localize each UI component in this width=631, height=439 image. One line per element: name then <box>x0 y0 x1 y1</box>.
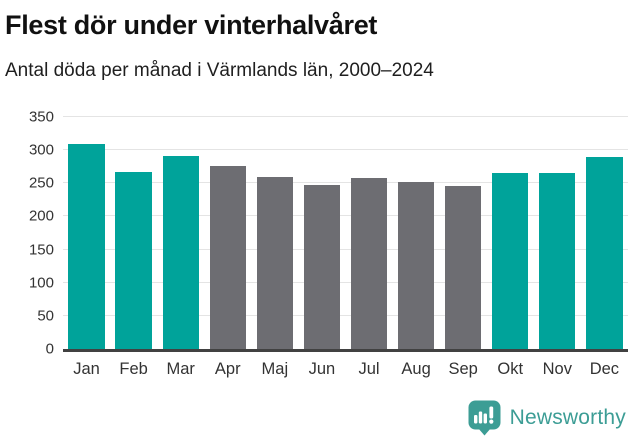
bar-slot <box>204 117 251 349</box>
chart-title: Flest dör under vinterhalvåret <box>5 10 378 40</box>
brand-name: Newsworthy <box>509 406 626 429</box>
bar-jul <box>350 177 388 349</box>
bar-okt <box>492 173 529 349</box>
y-tick-label: 50 <box>37 307 54 325</box>
bar-slot <box>393 117 440 349</box>
x-tick-label: Sep <box>448 360 478 378</box>
x-tick-label: Maj <box>261 360 289 378</box>
bar-slot <box>345 117 392 349</box>
y-axis-tick-labels: 0 50 100 150 200 250 300 350 <box>0 110 54 357</box>
x-tick-label: Jan <box>73 360 100 378</box>
brand-footer: Newsworthy <box>468 400 626 436</box>
bar-slot <box>110 117 157 349</box>
x-tick-label: Feb <box>119 360 148 378</box>
newsworthy-bar-chart-bubble-icon <box>468 400 501 436</box>
y-tick-label: 150 <box>28 241 54 259</box>
bar-slot <box>440 117 487 349</box>
y-tick-label: 0 <box>45 340 54 358</box>
bar-mar <box>162 156 199 349</box>
bar-jan <box>68 143 105 349</box>
x-tick-label: Jul <box>358 360 380 378</box>
bars <box>63 117 628 349</box>
y-tick-label: 250 <box>28 174 54 192</box>
plot-area <box>63 116 628 352</box>
y-tick-label: 100 <box>28 274 54 292</box>
bar-aug <box>397 181 435 349</box>
y-tick-label: 300 <box>28 141 54 159</box>
bar-slot <box>298 117 345 349</box>
gridline <box>63 248 628 250</box>
x-tick-label: Dec <box>589 360 620 378</box>
bar-feb <box>115 172 152 349</box>
bar-slot <box>581 117 628 349</box>
x-tick-label: Aug <box>401 360 431 378</box>
bar-nov <box>539 172 576 349</box>
bar-jun <box>303 184 341 349</box>
bar-slot <box>534 117 581 349</box>
gridline <box>63 281 628 283</box>
gridline <box>63 116 628 117</box>
gridline <box>63 215 628 217</box>
x-tick-label: Nov <box>542 360 572 378</box>
x-tick-label: Okt <box>497 360 524 378</box>
y-tick-label: 350 <box>28 108 54 126</box>
bar-slot <box>251 117 298 349</box>
bar-maj <box>256 177 293 349</box>
bar-dec <box>586 156 623 349</box>
bar-slot <box>487 117 534 349</box>
bar-apr <box>209 166 246 349</box>
x-tick-label: Jun <box>308 360 336 378</box>
bar-sep <box>445 185 482 349</box>
y-tick-label: 200 <box>28 207 54 225</box>
bar-chart: 0 50 100 150 200 250 300 350 Jan Feb Mar Apr Maj Jun… <box>0 110 631 379</box>
x-tick-label: Mar <box>166 360 195 378</box>
gridline <box>63 149 628 151</box>
gridline <box>63 182 628 184</box>
gridline <box>63 314 628 316</box>
chart-subtitle: Antal döda per månad i Värmlands län, 20… <box>5 60 434 81</box>
bar-slot <box>157 117 204 349</box>
bar-slot <box>63 117 110 349</box>
x-axis-tick-labels: Jan Feb Mar Apr Maj Jun Jul Aug Sep Okt Nov Dec <box>63 360 628 379</box>
x-tick-label: Apr <box>214 360 241 378</box>
